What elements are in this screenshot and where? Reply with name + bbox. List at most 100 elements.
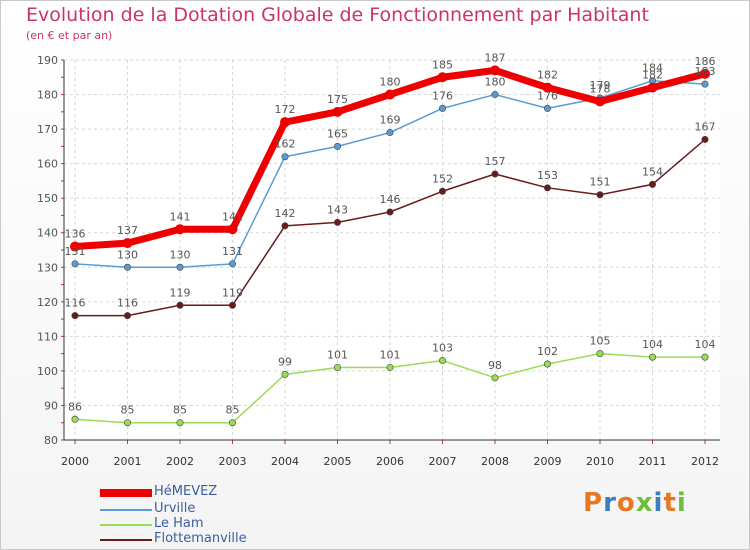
data-point <box>491 374 499 382</box>
data-point <box>595 96 605 107</box>
data-point <box>71 415 79 423</box>
x-tick-label: 2006 <box>376 455 404 468</box>
data-label: 119 <box>170 286 191 299</box>
y-tick-label: 130 <box>37 261 58 274</box>
data-point <box>386 363 394 371</box>
data-point <box>70 241 80 252</box>
chart-title: Evolution de la Dotation Globale de Fonc… <box>26 4 649 26</box>
data-label: 153 <box>537 169 558 182</box>
data-point <box>176 263 184 271</box>
data-point <box>124 263 132 271</box>
x-tick-label: 2012 <box>691 455 719 468</box>
x-tick-label: 2003 <box>219 455 247 468</box>
data-label: 154 <box>642 165 663 178</box>
data-point <box>333 142 341 150</box>
data-label: 131 <box>65 245 86 258</box>
data-label: 141 <box>170 210 191 223</box>
data-point <box>71 312 79 320</box>
data-label: 178 <box>590 82 611 95</box>
data-point <box>122 238 133 249</box>
data-point <box>386 129 394 137</box>
x-tick-label: 2011 <box>639 455 667 468</box>
data-point <box>332 106 343 117</box>
data-label: 146 <box>380 193 401 206</box>
data-label: 183 <box>695 65 716 78</box>
data-point <box>229 419 237 427</box>
y-tick-label: 110 <box>37 330 58 343</box>
data-point <box>281 222 289 230</box>
legend-swatch <box>100 489 152 497</box>
data-label: 85 <box>173 404 187 417</box>
proxiti-logo: Proxiti <box>583 488 687 518</box>
legend-swatch <box>100 509 152 511</box>
y-tick-label: 170 <box>37 123 58 136</box>
y-tick-label: 100 <box>37 365 58 378</box>
y-tick-label: 90 <box>44 399 58 412</box>
data-point <box>542 82 553 93</box>
data-label: 175 <box>327 93 348 106</box>
legend-label: Urville <box>154 501 196 516</box>
data-point <box>491 91 499 99</box>
data-point <box>701 80 709 88</box>
data-point <box>491 170 499 178</box>
x-tick-label: 2010 <box>586 455 614 468</box>
data-point <box>176 419 184 427</box>
y-tick-label: 140 <box>37 227 58 240</box>
data-label: 85 <box>226 404 240 417</box>
x-tick-label: 2007 <box>429 455 457 468</box>
data-label: 180 <box>485 76 506 89</box>
y-tick-label: 190 <box>37 54 58 67</box>
data-label: 101 <box>380 348 401 361</box>
data-label: 179 <box>590 79 611 92</box>
data-point <box>175 224 185 235</box>
x-tick-label: 2000 <box>61 455 89 468</box>
data-label: 182 <box>537 69 558 82</box>
data-label: 104 <box>695 338 716 351</box>
data-point <box>543 184 551 192</box>
data-point <box>385 89 395 100</box>
data-label: 99 <box>278 355 292 368</box>
x-tick-label: 2002 <box>166 455 194 468</box>
data-point <box>386 208 394 216</box>
data-label: 152 <box>432 172 453 185</box>
data-point <box>701 353 709 361</box>
data-point <box>490 65 500 76</box>
y-tick-label: 180 <box>37 89 58 102</box>
data-point <box>648 180 656 188</box>
data-point <box>333 363 341 371</box>
data-label: 85 <box>121 404 135 417</box>
data-label: 162 <box>275 138 296 151</box>
data-label: 130 <box>170 248 191 261</box>
data-point <box>281 153 289 161</box>
data-point <box>647 82 658 93</box>
data-point <box>333 218 341 226</box>
data-label: 180 <box>380 76 401 89</box>
data-label: 169 <box>380 114 401 127</box>
x-tick-label: 2001 <box>114 455 142 468</box>
data-label: 102 <box>537 345 558 358</box>
data-label: 184 <box>642 62 663 75</box>
data-label: 116 <box>65 297 86 310</box>
x-tick-label: 2008 <box>481 455 509 468</box>
data-label: 101 <box>327 348 348 361</box>
data-label: 131 <box>222 245 243 258</box>
data-label: 182 <box>642 69 663 82</box>
data-point <box>280 117 290 128</box>
legend-swatch <box>100 539 152 541</box>
data-point <box>543 104 551 112</box>
data-label: 187 <box>485 51 506 64</box>
data-label: 165 <box>327 127 348 140</box>
x-tick-label: 2009 <box>534 455 562 468</box>
x-tick-label: 2005 <box>324 455 352 468</box>
data-label: 116 <box>117 297 138 310</box>
data-point <box>229 301 237 309</box>
data-point <box>596 191 604 199</box>
data-label: 186 <box>695 55 716 68</box>
legend-label: HéMEVEZ <box>154 484 218 499</box>
data-point <box>281 370 289 378</box>
data-point <box>543 360 551 368</box>
data-label: 185 <box>432 58 453 71</box>
y-tick-label: 160 <box>37 158 58 171</box>
data-label: 172 <box>275 103 296 116</box>
data-label: 104 <box>642 338 663 351</box>
